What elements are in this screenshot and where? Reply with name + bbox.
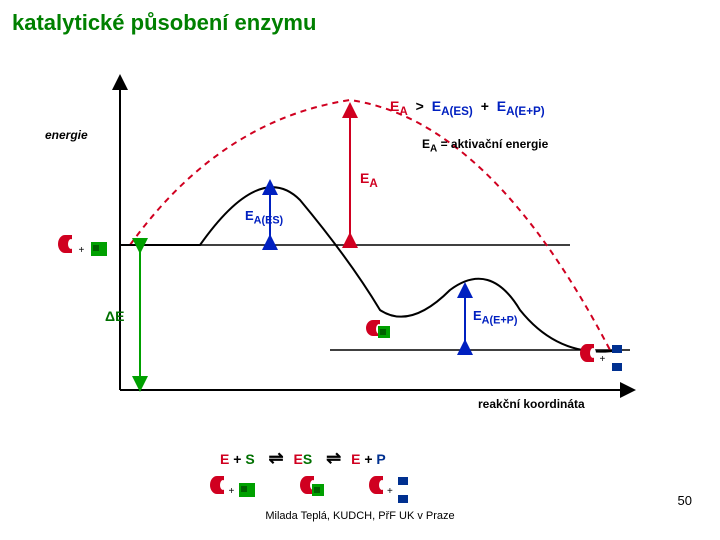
product-icon xyxy=(398,495,408,503)
enzyme-icon xyxy=(210,476,224,494)
substrate-icon xyxy=(239,483,255,497)
substrate-icon xyxy=(91,242,107,256)
product-icon xyxy=(612,345,622,353)
page-number: 50 xyxy=(678,493,692,508)
product-icon xyxy=(398,477,408,485)
inequality: EA > EA(ES) + EA(E+P) xyxy=(390,98,545,118)
de-label: ΔE xyxy=(105,308,124,324)
reaction-equation: E + S ⇌ ES ⇌ E + P xyxy=(220,448,386,469)
enzyme-substrate-icons: + xyxy=(58,235,107,258)
y-axis-label: energie xyxy=(45,128,88,142)
eaep-label: EA(E+P) xyxy=(473,308,517,327)
energy-diagram: energie reakční koordináta EA > EA(ES) +… xyxy=(70,70,640,440)
equation-icons: + + xyxy=(210,472,409,508)
page-title: katalytické působení enzymu xyxy=(0,0,720,46)
footer-credit: Milada Teplá, KUDCH, PřF UK v Praze xyxy=(265,510,454,522)
eaes-label: EA(ES) xyxy=(245,208,283,227)
enzyme-icon xyxy=(580,344,594,362)
product-icon xyxy=(612,363,622,371)
enzyme-product-icons: + xyxy=(580,340,623,376)
ea-label: EA xyxy=(360,170,378,190)
x-axis-label: reakční koordináta xyxy=(478,397,585,411)
enzyme-icon xyxy=(58,235,72,253)
definition: EA = aktivační energie xyxy=(422,137,548,154)
substrate-icon xyxy=(378,326,390,338)
enzyme-icon xyxy=(369,476,383,494)
es-complex-icon xyxy=(366,320,390,341)
substrate-icon xyxy=(312,484,324,496)
